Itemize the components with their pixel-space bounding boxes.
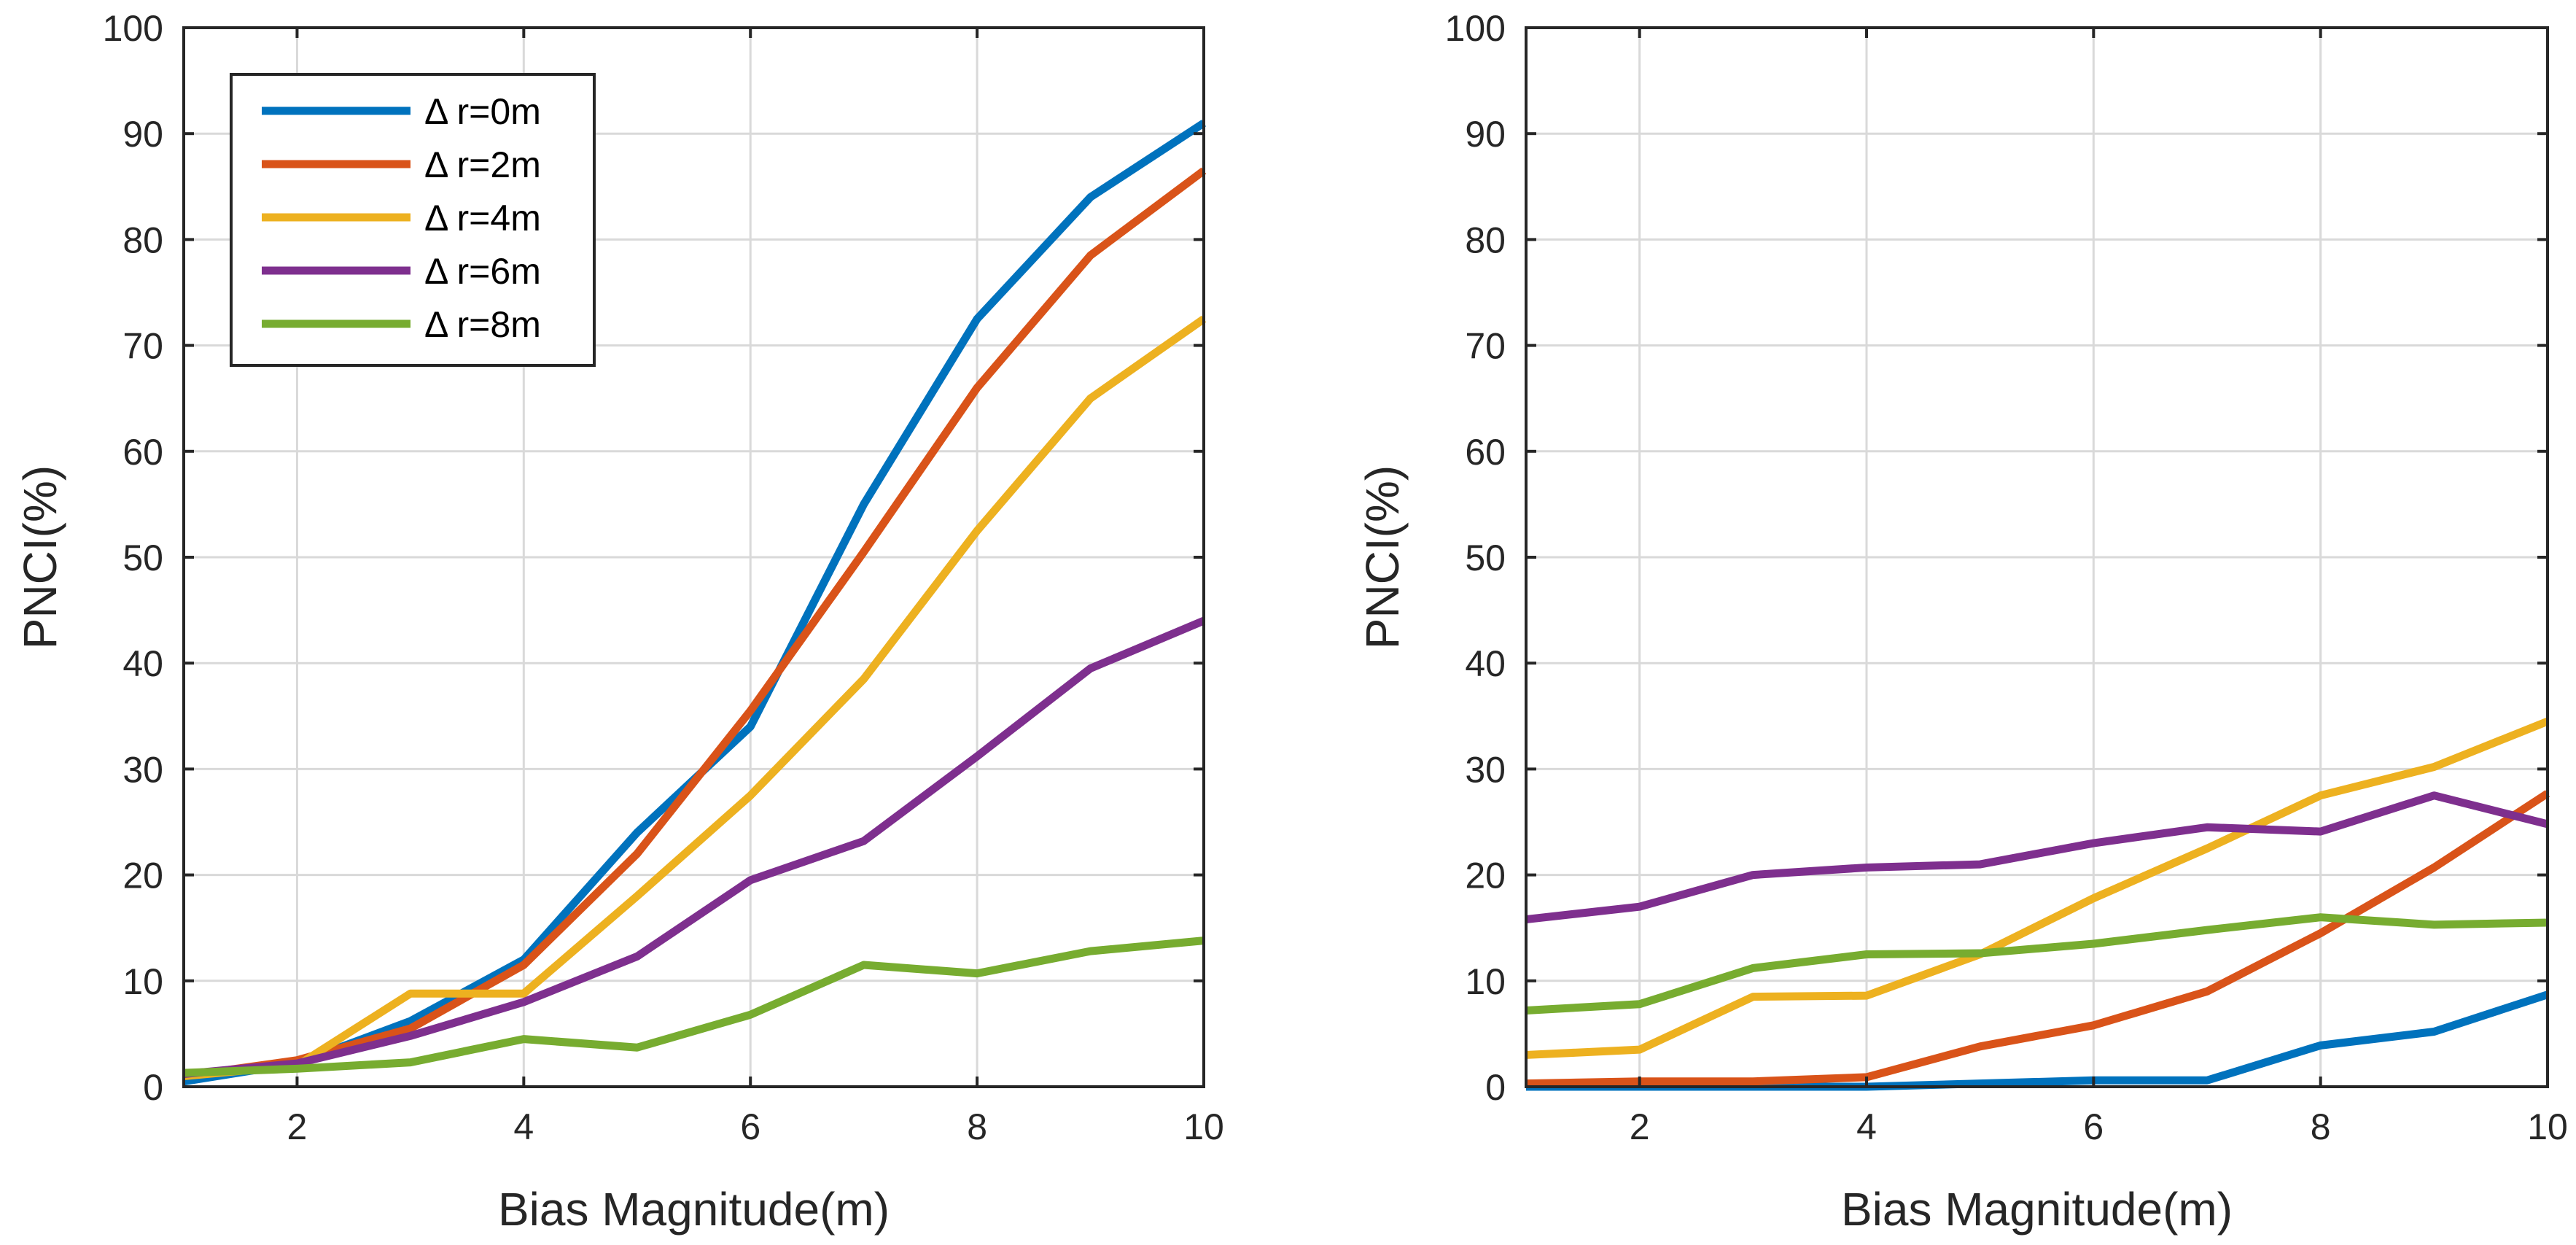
- x-tick-label: 4: [513, 1106, 534, 1147]
- y-tick-label: 50: [122, 538, 163, 578]
- y-tick-label: 80: [122, 220, 163, 260]
- y-tick-label: 40: [1465, 643, 1506, 684]
- x-axis-label: Bias Magnitude(m): [1841, 1183, 2233, 1236]
- y-tick-label: 20: [122, 856, 163, 896]
- legend-label: Δ r=2m: [424, 144, 541, 185]
- y-tick-label: 10: [1465, 961, 1506, 1002]
- x-tick-label: 10: [1183, 1106, 1224, 1147]
- y-tick-label: 70: [122, 326, 163, 367]
- y-axis-label: PNCI(%): [14, 465, 66, 649]
- y-tick-label: 60: [122, 432, 163, 473]
- series-line-r-4m: [1525, 717, 2550, 1059]
- series-line-r-6m: [183, 617, 1206, 1079]
- x-axis-label: Bias Magnitude(m): [498, 1183, 890, 1236]
- y-tick-label: 100: [1445, 8, 1506, 49]
- series-line-r-8m: [183, 936, 1205, 1077]
- x-tick-label: 2: [1630, 1106, 1650, 1147]
- legend-label: Δ r=6m: [424, 251, 541, 292]
- y-tick-label: 60: [1465, 432, 1506, 473]
- y-tick-label: 70: [1465, 326, 1506, 367]
- series-line-r-4m: [183, 315, 1207, 1080]
- y-tick-label: 10: [122, 961, 163, 1002]
- y-axis-label: PNCI(%): [1356, 465, 1409, 649]
- series-line-r-2m: [1525, 790, 2550, 1088]
- legend: Δ r=0m Δ r=2m Δ r=4m Δ r=6m Δ r=8m: [230, 73, 596, 367]
- x-tick-label: 10: [2527, 1106, 2568, 1147]
- series-line-r-2m: [183, 167, 1207, 1080]
- y-tick-label: 30: [1465, 749, 1506, 790]
- x-tick-label: 8: [2311, 1106, 2331, 1147]
- x-tick-label: 2: [287, 1106, 308, 1147]
- y-tick-label: 0: [143, 1067, 163, 1108]
- y-tick-label: 90: [122, 114, 163, 155]
- legend-label: Δ r=8m: [424, 304, 541, 345]
- series-line-r-6m: [1525, 791, 2549, 924]
- y-tick-label: 0: [1485, 1067, 1506, 1108]
- y-tick-label: 80: [1465, 220, 1506, 260]
- x-tick-label: 6: [2083, 1106, 2104, 1147]
- y-tick-label: 50: [1465, 538, 1506, 578]
- y-tick-label: 30: [122, 749, 163, 790]
- x-tick-label: 6: [740, 1106, 760, 1147]
- legend-label: Δ r=0m: [424, 91, 541, 132]
- y-tick-label: 40: [122, 643, 163, 684]
- series-line-r-8m: [1525, 913, 2548, 1015]
- y-tick-label: 100: [103, 8, 163, 49]
- x-tick-label: 8: [967, 1106, 987, 1147]
- y-tick-label: 90: [1465, 114, 1506, 155]
- x-tick-label: 4: [1856, 1106, 1877, 1147]
- y-tick-label: 20: [1465, 856, 1506, 896]
- legend-label: Δ r=4m: [424, 198, 541, 238]
